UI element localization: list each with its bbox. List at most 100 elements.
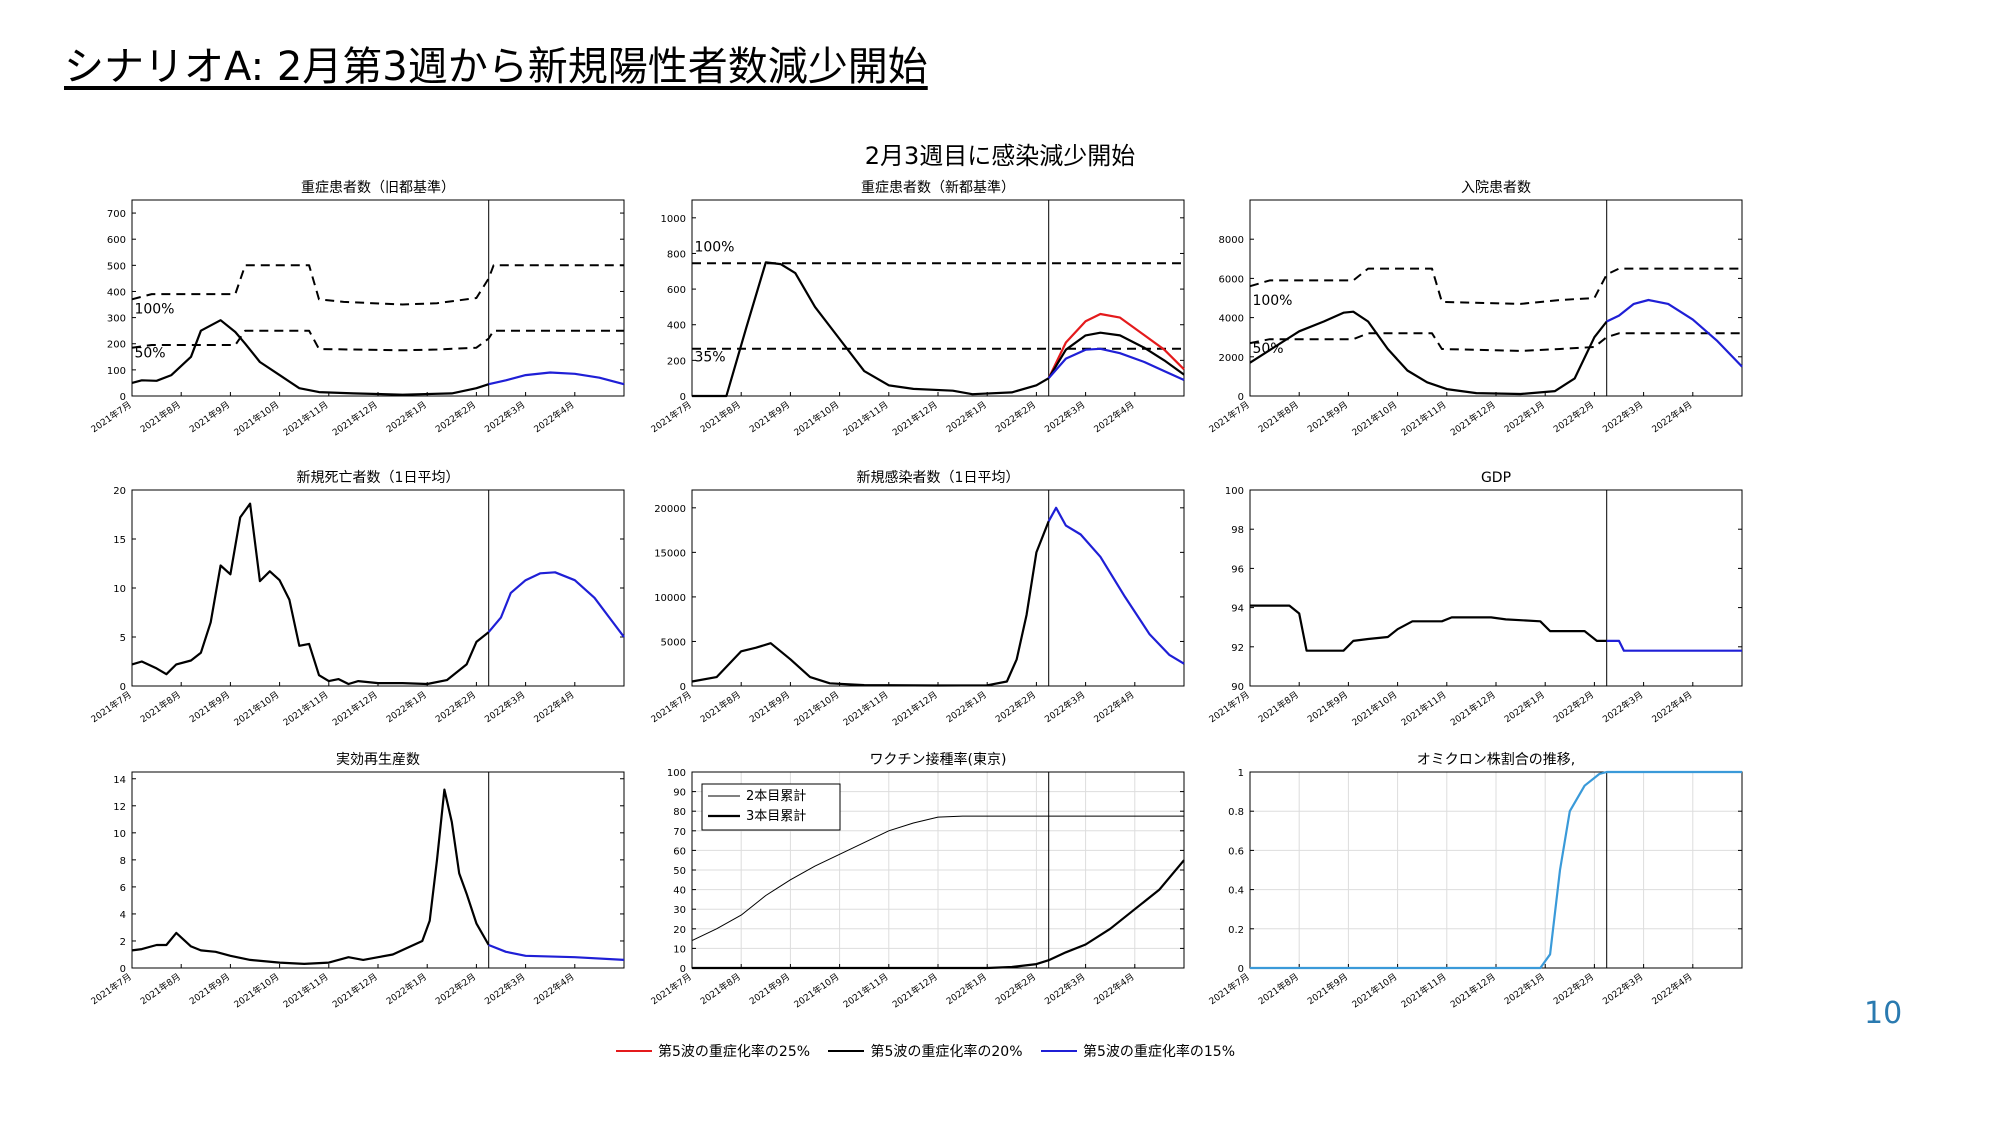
x-tick-label: 2022年3月 — [1042, 689, 1087, 726]
x-tick-label: 2021年12月 — [330, 971, 380, 1011]
y-tick-label: 6 — [120, 883, 126, 894]
x-tick-label: 2022年1月 — [944, 399, 989, 436]
y-tick-label: 2000 — [1219, 353, 1244, 364]
chart-title: GDP — [1481, 470, 1511, 486]
y-tick-label: 0 — [120, 964, 126, 975]
x-tick-label: 2021年9月 — [1305, 689, 1350, 726]
x-tick-label: 2022年4月 — [1649, 399, 1694, 436]
x-tick-label: 2021年9月 — [187, 399, 232, 436]
y-tick-label: 12 — [113, 802, 126, 813]
y-tick-label: 100 — [1225, 486, 1244, 497]
y-tick-label: 100 — [107, 366, 126, 377]
x-tick-label: 2021年9月 — [747, 399, 792, 436]
series-line-1 — [487, 571, 625, 638]
x-tick-label: 2021年9月 — [747, 971, 792, 1008]
y-tick-label: 15000 — [654, 548, 686, 559]
y-tick-label: 80 — [673, 807, 686, 818]
chart-title: 実効再生産数 — [336, 752, 420, 768]
y-tick-label: 6000 — [1219, 274, 1244, 285]
inner-legend: 2本目累計 3本目累計 — [701, 783, 841, 831]
series-line-1 — [131, 329, 624, 352]
x-tick-label: 2022年2月 — [433, 689, 478, 726]
x-tick-label: 2021年11月 — [281, 399, 331, 439]
x-tick-label: 2022年2月 — [1551, 971, 1596, 1008]
x-tick-label: 2021年8月 — [698, 399, 743, 436]
series-line-0 — [1249, 267, 1742, 305]
y-tick-label: 70 — [673, 827, 686, 838]
chart-severe-old: 重症患者数（旧都基準） 0 100 200 300 400 500 600 700 2021年7月… — [89, 179, 625, 439]
x-tick-label: 2022年3月 — [1042, 399, 1087, 436]
y-tick-label: 92 — [1231, 643, 1244, 654]
y-tick-label: 4 — [120, 910, 126, 921]
slide-title: シナリオA: 2月第3週から新規陽性者数減少開始 — [64, 44, 928, 90]
legend-label-20: 第5波の重症化率の20% — [870, 1044, 1023, 1060]
x-tick-label: 2022年3月 — [482, 971, 527, 1008]
y-tick-label: 400 — [667, 321, 686, 332]
legend-swatch-black — [828, 1050, 865, 1052]
x-tick-label: 2022年2月 — [433, 399, 478, 436]
y-tick-label: 90 — [1231, 682, 1244, 693]
x-tick-label: 2022年1月 — [944, 971, 989, 1008]
axes-frame — [1249, 199, 1743, 397]
x-tick-label: 2022年3月 — [1600, 399, 1645, 436]
figure-legend: 第5波の重症化率の25% 第5波の重症化率の20% 第5波の重症化率の15% — [616, 1040, 1249, 1061]
series-line-0 — [691, 815, 1184, 942]
x-tick-label: 2021年7月 — [649, 971, 694, 1008]
y-tick-label: 0.2 — [1228, 925, 1244, 936]
series-line-0 — [131, 264, 624, 306]
annotation-label: 100% — [694, 240, 734, 256]
series-line-3 — [1047, 312, 1185, 379]
x-tick-label: 2021年12月 — [1448, 689, 1498, 729]
y-tick-label: 10 — [673, 944, 686, 955]
x-tick-label: 2021年10月 — [232, 971, 282, 1011]
chart-title: オミクロン株割合の推移, — [1417, 751, 1575, 768]
x-tick-label: 2021年10月 — [1350, 689, 1400, 729]
series-line-0 — [1250, 604, 1607, 652]
x-tick-label: 2021年11月 — [1399, 399, 1449, 439]
x-tick-label: 2021年11月 — [281, 689, 331, 729]
x-tick-label: 2022年1月 — [944, 689, 989, 726]
y-tick-label: 0 — [680, 964, 686, 975]
series-line-0 — [1250, 770, 1742, 970]
y-tick-label: 14 — [113, 775, 126, 786]
y-tick-label: 500 — [107, 261, 126, 272]
series-line-1 — [1249, 332, 1742, 352]
x-tick-label: 2022年4月 — [1091, 689, 1136, 726]
chart-vaccination: ワクチン接種率(東京) 0 10 20 30 40 50 60 70 80 90 100 2021年7月… — [649, 751, 1185, 1010]
x-tick-label: 2022年1月 — [384, 399, 429, 436]
annotation-label: 50% — [134, 345, 165, 361]
x-tick-label: 2022年3月 — [482, 689, 527, 726]
x-tick-label: 2021年8月 — [138, 689, 183, 726]
x-tick-label: 2021年11月 — [1399, 689, 1449, 729]
x-tick-label: 2022年2月 — [1551, 689, 1596, 726]
axes-frame — [1249, 489, 1743, 687]
series-line-3 — [488, 371, 625, 386]
y-tick-label: 2 — [120, 937, 126, 948]
x-tick-label: 2021年10月 — [1350, 971, 1400, 1011]
y-tick-label: 200 — [107, 340, 126, 351]
y-tick-label: 96 — [1231, 564, 1244, 575]
x-tick-label: 2022年4月 — [1091, 399, 1136, 436]
series-line-0 — [131, 788, 490, 965]
page-number: 10 — [1864, 996, 1903, 1031]
x-tick-label: 2022年1月 — [1502, 399, 1547, 436]
x-tick-label: 2021年9月 — [1305, 971, 1350, 1008]
x-tick-label: 2022年2月 — [1551, 399, 1596, 436]
x-tick-label: 2021年10月 — [232, 399, 282, 439]
legend-item-20: 第5波の重症化率の20% — [828, 1041, 1023, 1061]
x-tick-label: 2021年11月 — [281, 971, 331, 1011]
x-tick-label: 2021年8月 — [698, 971, 743, 1008]
y-tick-label: 15 — [113, 535, 126, 546]
y-tick-label: 0 — [120, 682, 126, 693]
y-tick-label: 600 — [107, 235, 126, 246]
x-tick-label: 2021年11月 — [841, 399, 891, 439]
x-tick-label: 2021年7月 — [89, 689, 134, 726]
axes-frame — [691, 199, 1185, 397]
x-tick-label: 2021年7月 — [1207, 971, 1252, 1008]
y-tick-label: 0.6 — [1228, 846, 1244, 857]
chart-deaths: 新規死亡者数（1日平均） 0 5 10 15 20 2021年7月 2021年8月 2021年9… — [89, 470, 625, 729]
y-tick-label: 90 — [673, 788, 686, 799]
x-tick-label: 2021年11月 — [1399, 971, 1449, 1011]
